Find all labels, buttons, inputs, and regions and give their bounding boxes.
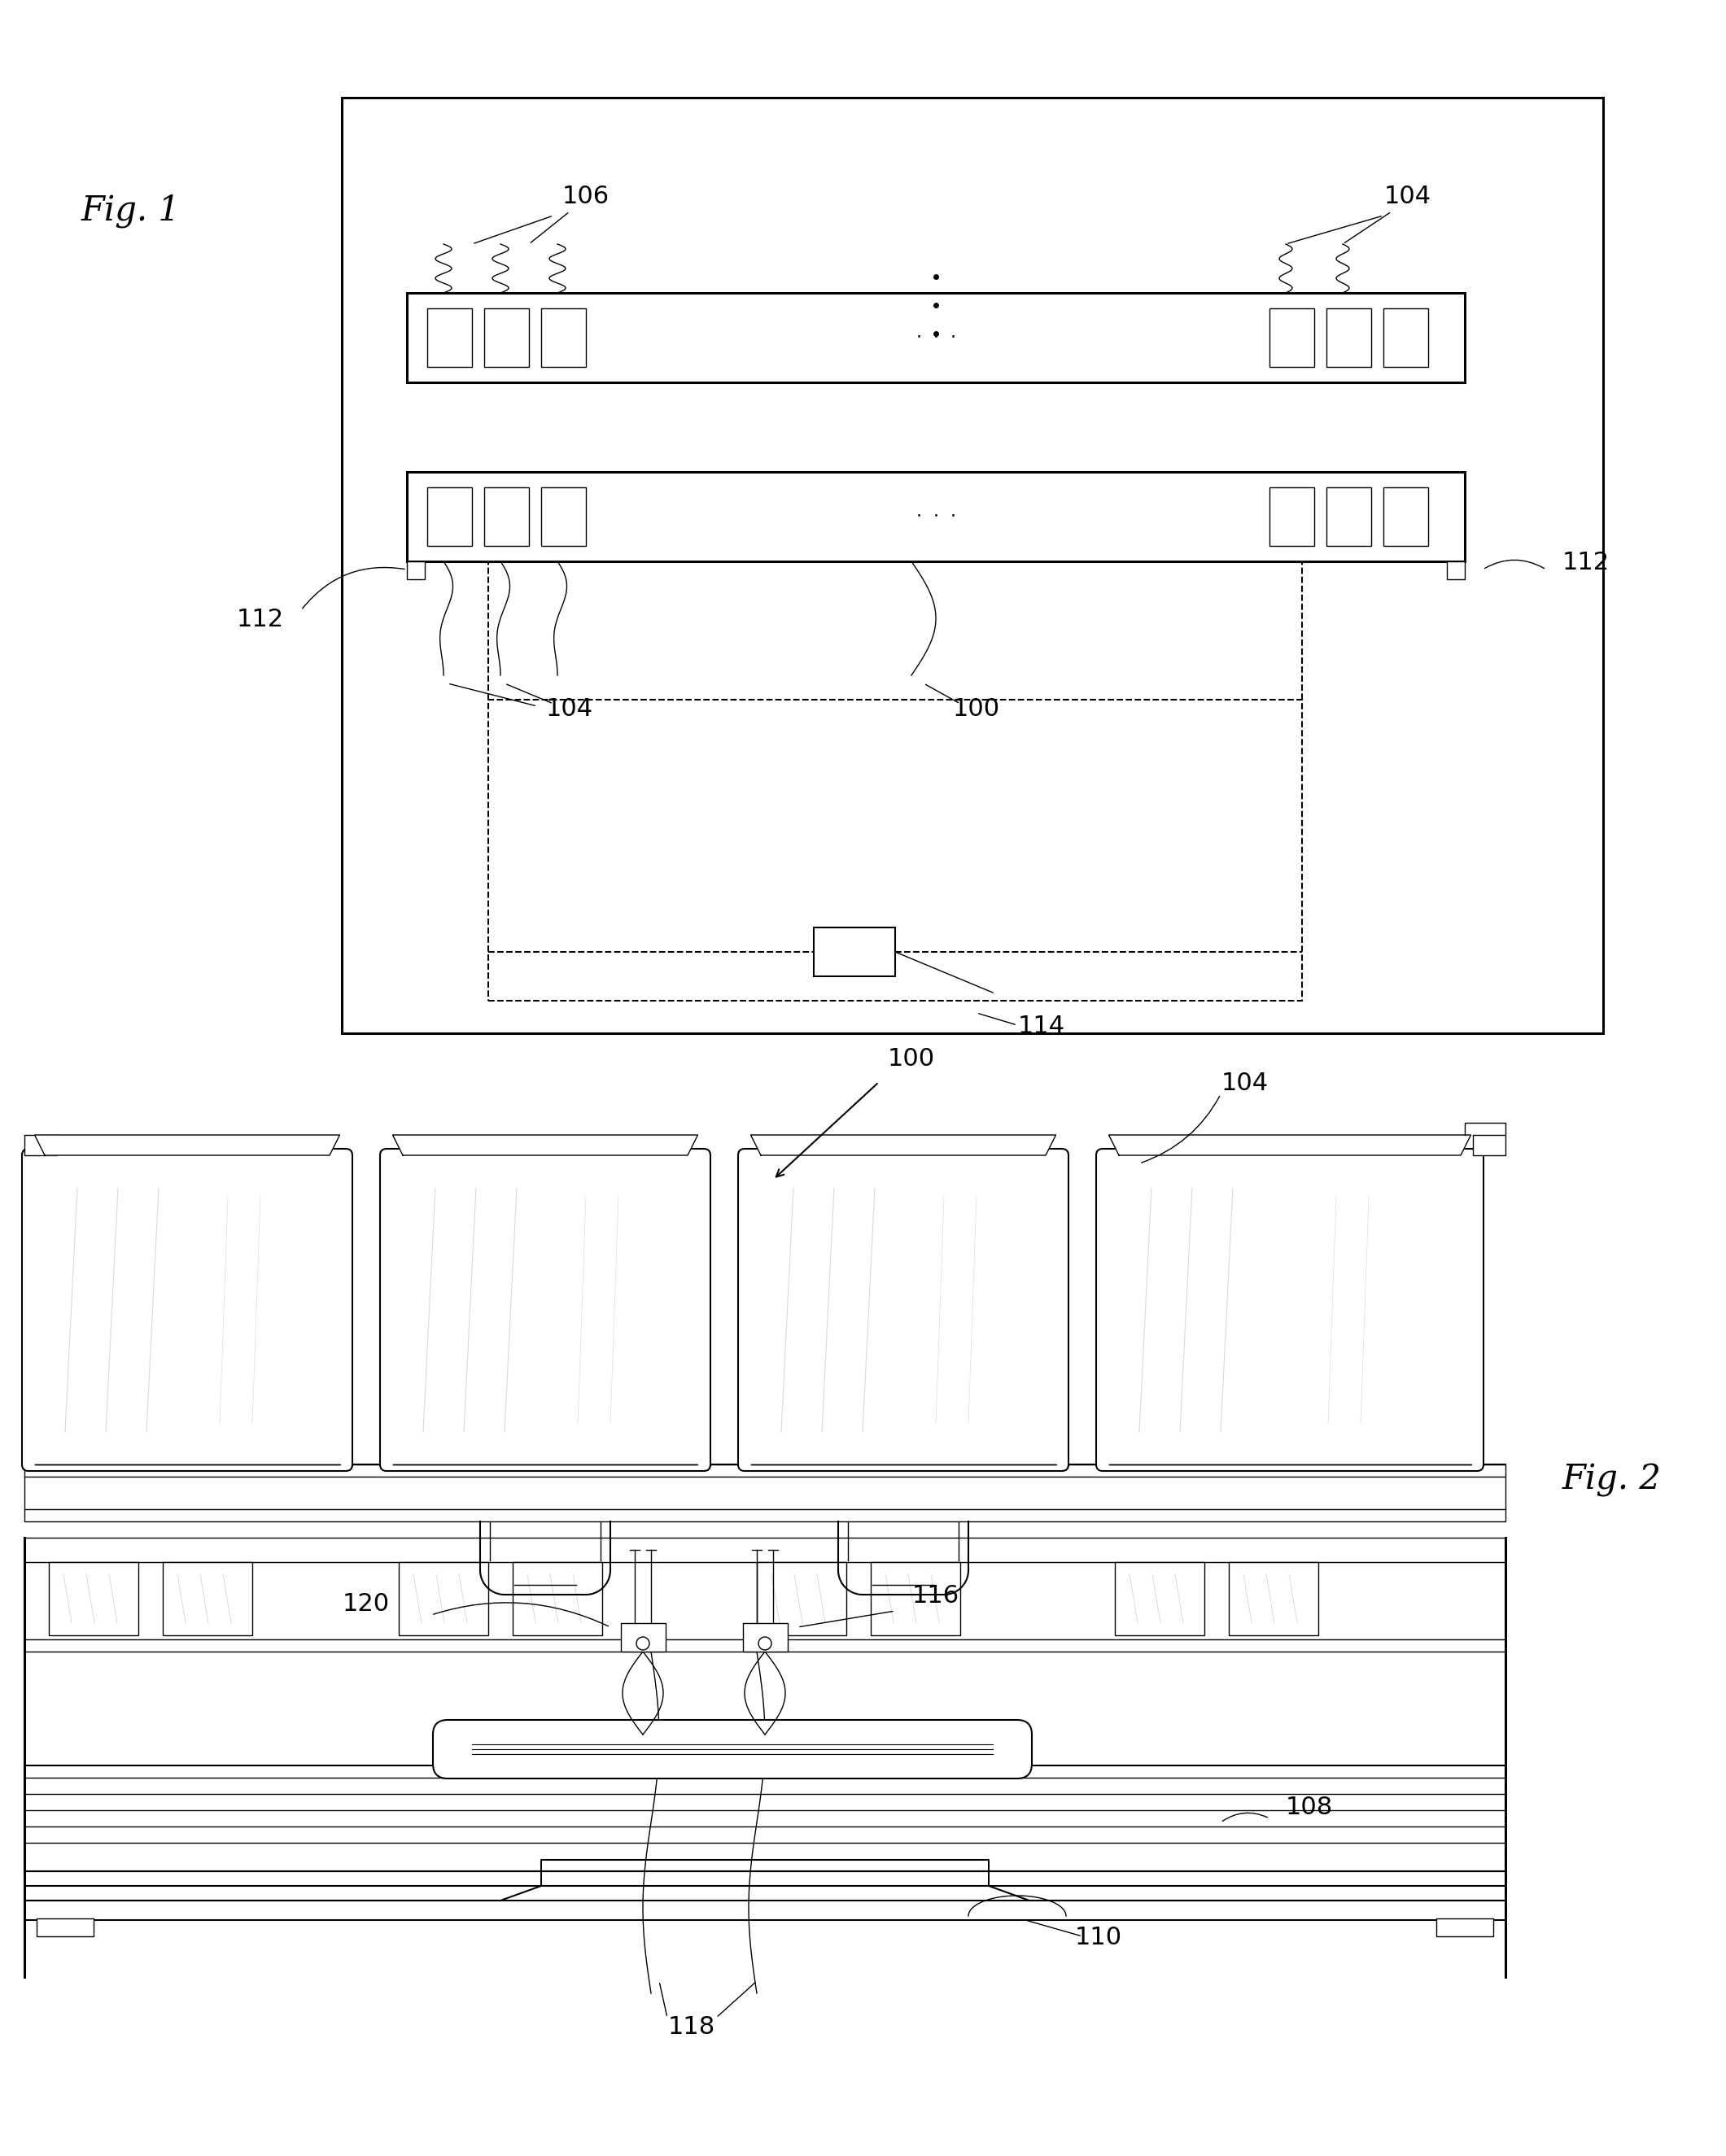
Text: 104: 104 (1384, 185, 1431, 209)
Text: $\cdot$  $\cdot$  $\cdot$: $\cdot$ $\cdot$ $\cdot$ (917, 330, 956, 345)
Bar (428, 308, 471, 367)
Text: $\cdot$  $\cdot$  $\cdot$: $\cdot$ $\cdot$ $\cdot$ (917, 509, 956, 524)
Bar (407, 561, 425, 580)
Bar (1472, 1134, 1505, 1156)
Bar (1115, 1563, 1205, 1634)
Text: 104: 104 (545, 696, 594, 720)
Text: Fig. 1: Fig. 1 (81, 194, 181, 226)
Polygon shape (35, 1134, 340, 1156)
Bar (36, 1919, 93, 1936)
Bar (342, 97, 1603, 1033)
Text: 120: 120 (342, 1591, 390, 1615)
Circle shape (758, 1636, 772, 1649)
Polygon shape (1108, 1134, 1471, 1156)
Bar (870, 1563, 960, 1634)
Bar (1384, 487, 1427, 545)
Text: 110: 110 (1075, 1925, 1122, 1949)
Bar (485, 487, 528, 545)
Bar (48, 1563, 138, 1634)
Bar (1327, 487, 1370, 545)
Bar (488, 701, 1301, 1000)
Text: 112: 112 (1562, 550, 1610, 573)
Bar (513, 1563, 602, 1634)
Text: 112: 112 (236, 608, 285, 632)
Polygon shape (751, 1134, 1056, 1156)
Bar (428, 487, 471, 545)
Bar (621, 1623, 665, 1651)
Bar (485, 308, 528, 367)
Bar (24, 1766, 1505, 1871)
Text: 100: 100 (887, 1048, 935, 1072)
Bar (24, 1464, 1505, 1522)
Text: 106: 106 (563, 185, 609, 209)
Bar (24, 1134, 57, 1156)
Bar (1446, 561, 1465, 580)
Bar (1384, 308, 1427, 367)
Text: 100: 100 (953, 696, 999, 720)
Bar (542, 308, 585, 367)
Text: 116: 116 (911, 1585, 960, 1608)
Text: 114: 114 (1018, 1015, 1065, 1039)
Bar (1270, 308, 1313, 367)
Text: Fig. 2: Fig. 2 (1562, 1462, 1662, 1496)
Polygon shape (392, 1134, 697, 1156)
Bar (1436, 1919, 1493, 1936)
Bar (162, 1563, 252, 1634)
Text: 118: 118 (668, 2016, 715, 2040)
Text: 108: 108 (1286, 1796, 1332, 1820)
Bar (1229, 1563, 1319, 1634)
Bar (407, 293, 1465, 382)
Text: 104: 104 (1222, 1072, 1269, 1095)
FancyBboxPatch shape (433, 1720, 1032, 1779)
Bar (407, 472, 1465, 561)
Bar (542, 487, 585, 545)
FancyBboxPatch shape (22, 1149, 352, 1470)
Bar (24, 1537, 1505, 1651)
FancyBboxPatch shape (380, 1149, 711, 1470)
FancyBboxPatch shape (1096, 1149, 1484, 1470)
Bar (1327, 308, 1370, 367)
Bar (399, 1563, 488, 1634)
FancyBboxPatch shape (739, 1149, 1068, 1470)
Circle shape (637, 1636, 649, 1649)
Bar (1270, 487, 1313, 545)
Bar (813, 927, 896, 977)
Bar (756, 1563, 846, 1634)
Bar (742, 1623, 787, 1651)
